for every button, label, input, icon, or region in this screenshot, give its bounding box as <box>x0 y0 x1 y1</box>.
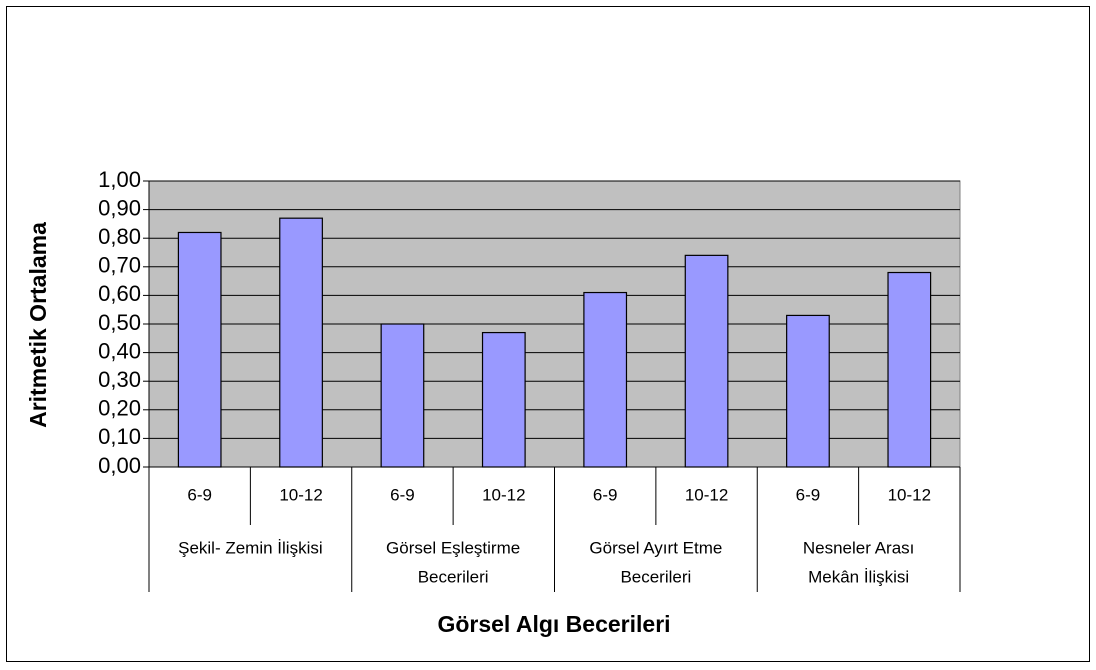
x-tick-label: 10-12 <box>482 485 525 504</box>
y-tick-label: 0,90 <box>98 195 141 220</box>
y-tick-label: 0,00 <box>98 453 141 478</box>
bar <box>786 314 830 468</box>
y-axis-title: Aritmetik Ortalama <box>25 222 51 428</box>
group-label: Becerileri <box>418 567 489 586</box>
y-tick-label: 0,80 <box>98 224 141 249</box>
group-label: Görsel Eşleştirme <box>386 538 520 557</box>
x-tick-label: 10-12 <box>685 485 728 504</box>
bar <box>279 217 323 468</box>
y-tick-label: 1,00 <box>98 167 141 192</box>
bar <box>177 231 222 468</box>
x-tick-label: 10-12 <box>888 485 931 504</box>
y-tick-label: 0,10 <box>98 424 141 449</box>
y-tick-label: 0,70 <box>98 253 141 278</box>
x-tick-label: 6-9 <box>390 485 415 504</box>
group-label: Görsel Ayırt Etme <box>589 538 722 557</box>
group-label: Mekân İlişkisi <box>808 567 909 586</box>
bar <box>887 271 932 468</box>
x-tick-label: 6-9 <box>187 485 212 504</box>
x-axis-title: Görsel Algı Becerileri <box>437 611 670 637</box>
bar <box>481 331 526 468</box>
y-tick-label: 0,30 <box>98 367 141 392</box>
x-tick-label: 6-9 <box>796 485 821 504</box>
bar <box>583 291 628 468</box>
y-tick-label: 0,40 <box>98 338 141 363</box>
group-label: Becerileri <box>620 567 691 586</box>
group-label: Nesneler Arası <box>803 538 915 557</box>
x-tick-label: 6-9 <box>593 485 618 504</box>
bar <box>380 323 425 468</box>
y-tick-label: 0,60 <box>98 281 141 306</box>
y-tick-label: 0,20 <box>98 396 141 421</box>
y-tick-label: 0,50 <box>98 310 141 335</box>
group-label: Şekil- Zemin İlişkisi <box>178 538 323 557</box>
x-tick-label: 10-12 <box>279 485 322 504</box>
bar <box>684 254 729 468</box>
